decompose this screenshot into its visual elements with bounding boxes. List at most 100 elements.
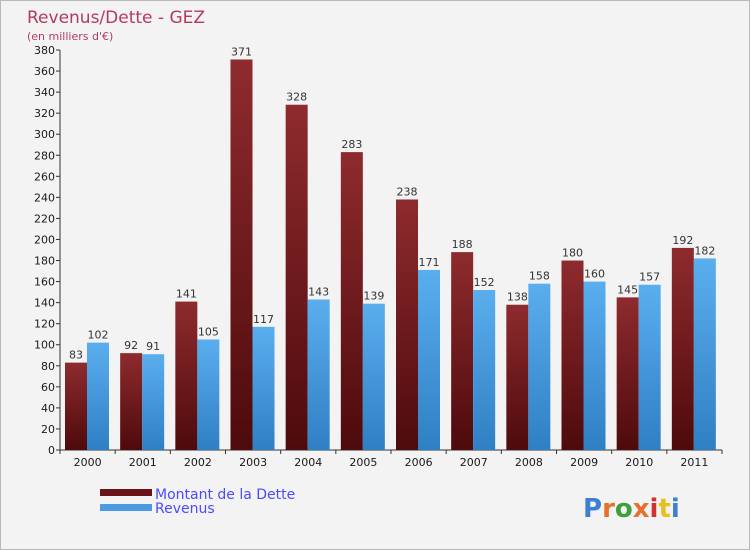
y-tick-label: 300	[34, 128, 55, 141]
data-label-revenus: 160	[584, 268, 605, 281]
logo-letter: r	[602, 494, 615, 524]
x-tick-label: 2008	[515, 456, 543, 469]
x-tick-label: 2004	[294, 456, 322, 469]
legend-label-debt: Montant de la Dette	[155, 487, 295, 503]
data-label-revenus: 182	[694, 244, 715, 257]
data-label-debt: 83	[69, 349, 83, 362]
y-tick-label: 240	[34, 191, 55, 204]
bar-debt	[120, 353, 143, 450]
bars	[65, 59, 716, 450]
y-tick-label: 40	[41, 402, 55, 415]
bar-debt	[506, 304, 529, 450]
data-label-revenus: 157	[639, 271, 660, 284]
bar-revenus	[252, 326, 275, 450]
data-label-revenus: 102	[88, 329, 109, 342]
bar-revenus	[87, 342, 109, 450]
bar-debt	[616, 297, 639, 450]
x-tick-label: 2011	[680, 456, 708, 469]
y-tick-label: 220	[34, 212, 55, 225]
data-label-debt: 145	[617, 283, 638, 296]
bar-revenus	[307, 299, 330, 450]
bar-debt	[340, 152, 363, 450]
data-label-revenus: 117	[253, 313, 274, 326]
data-label-debt: 192	[672, 234, 693, 247]
y-tick-label: 100	[34, 339, 55, 352]
data-label-debt: 238	[397, 185, 418, 198]
y-tick-label: 380	[34, 44, 55, 57]
bar-revenus	[197, 339, 220, 450]
data-label-revenus: 143	[308, 285, 329, 298]
bar-debt	[671, 247, 694, 450]
value-labels: 83 102 92 91 141 105 371 117 328 143 283 139 238 171 1…	[69, 45, 715, 361]
y-tick-label: 180	[34, 255, 55, 268]
legend-swatch-revenus	[100, 504, 152, 511]
y-tick-label: 200	[34, 233, 55, 246]
data-label-revenus: 91	[146, 340, 160, 353]
y-tick-label: 160	[34, 276, 55, 289]
data-label-debt: 283	[341, 138, 362, 151]
y-axis: 0 20 40 60 80 100 120 140 160 180 200 220 240 260 280 3…	[34, 44, 61, 457]
bar-revenus	[473, 290, 496, 450]
logo-letter: t	[658, 494, 670, 524]
data-label-debt: 138	[507, 291, 528, 304]
x-tick-label: 2007	[460, 456, 488, 469]
logo-letter: i	[671, 494, 680, 524]
bar-revenus	[693, 258, 716, 450]
logo-letter: i	[650, 494, 659, 524]
bar-debt	[396, 199, 418, 450]
logo-letter: x	[633, 494, 650, 524]
data-label-revenus: 152	[474, 276, 495, 289]
data-label-debt: 92	[124, 339, 138, 352]
x-tick-label: 2009	[570, 456, 598, 469]
x-tick-label: 2001	[129, 456, 157, 469]
bar-revenus	[583, 281, 606, 450]
data-label-revenus: 158	[529, 270, 550, 283]
y-tick-label: 140	[34, 297, 55, 310]
x-tick-label: 2000	[74, 456, 102, 469]
bar-debt	[230, 59, 253, 450]
data-label-revenus: 139	[363, 290, 384, 303]
bar-debt	[65, 362, 87, 450]
y-tick-label: 260	[34, 170, 55, 183]
x-tick-label: 2005	[349, 456, 377, 469]
y-tick-label: 280	[34, 149, 55, 162]
x-axis: 2000 2001 2002 2003 2004 2005 2006 2007 2008 2009…	[59, 449, 723, 469]
y-tick-label: 360	[34, 65, 55, 78]
y-tick-label: 60	[41, 381, 55, 394]
bar-debt	[451, 252, 474, 450]
x-tick-label: 2006	[405, 456, 433, 469]
data-label-debt: 328	[286, 91, 307, 104]
bar-debt	[175, 301, 198, 450]
bar-debt	[285, 104, 308, 450]
data-label-revenus: 171	[419, 256, 440, 269]
y-tick-label: 340	[34, 86, 55, 99]
y-tick-label: 320	[34, 107, 55, 120]
bar-revenus	[142, 354, 165, 450]
x-tick-label: 2003	[239, 456, 267, 469]
chart-title: Revenus/Dette - GEZ	[27, 8, 205, 28]
chart-subtitle: (en milliers d'€)	[27, 30, 113, 43]
logo-text: Proxiti	[583, 494, 680, 524]
legend-swatch-debt	[100, 489, 152, 496]
bar-debt	[561, 260, 584, 450]
bar-revenus	[528, 283, 551, 450]
y-tick-label: 0	[48, 444, 55, 457]
bar-revenus	[638, 284, 661, 450]
x-tick-label: 2010	[625, 456, 653, 469]
logo-letter: o	[615, 494, 633, 524]
data-label-debt: 371	[231, 45, 252, 58]
logo-letter: P	[583, 494, 602, 524]
data-label-debt: 141	[176, 288, 197, 301]
legend-label-revenus: Revenus	[155, 501, 215, 517]
y-tick-label: 80	[41, 360, 55, 373]
data-label-debt: 180	[562, 247, 583, 260]
y-tick-label: 20	[41, 423, 55, 436]
data-label-debt: 188	[452, 238, 473, 251]
bar-revenus	[418, 270, 440, 450]
bar-revenus	[362, 303, 385, 450]
x-tick-label: 2002	[184, 456, 212, 469]
data-label-revenus: 105	[198, 325, 219, 338]
legend: Montant de la Dette Revenus	[100, 487, 295, 517]
